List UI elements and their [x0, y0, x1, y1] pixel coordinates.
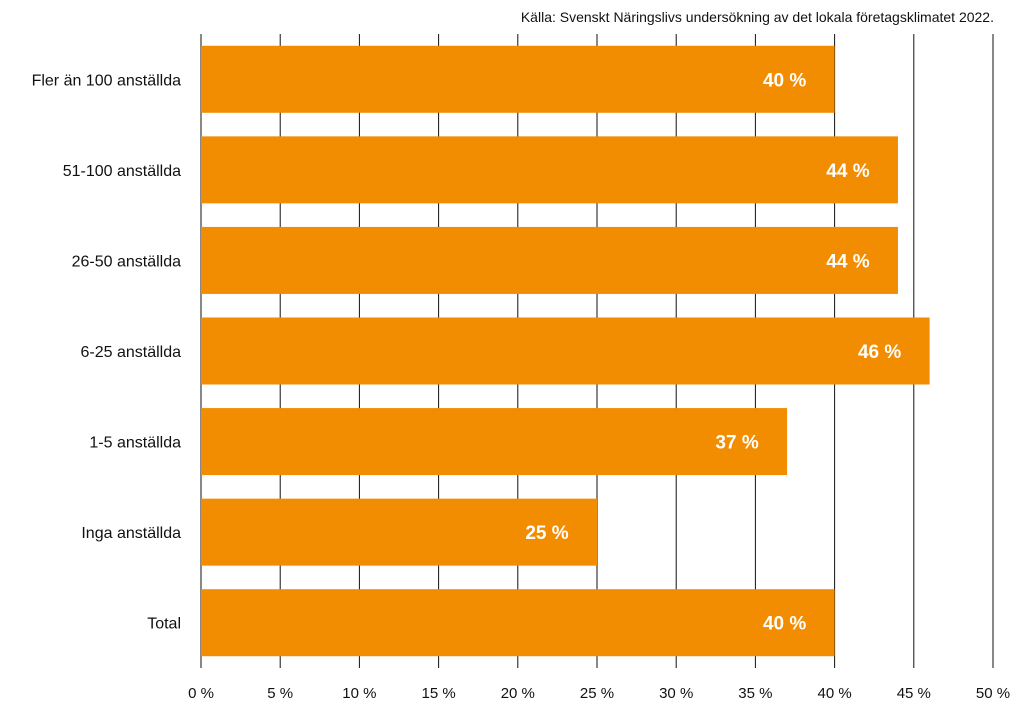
bar — [201, 317, 930, 385]
x-tick-label: 25 % — [580, 685, 614, 702]
source-note: Källa: Svenskt Näringslivs undersökning … — [520, 9, 994, 25]
category-label: Total — [147, 616, 181, 633]
data-label: 44 % — [826, 161, 869, 182]
category-label: Inga anställda — [81, 525, 181, 542]
bar — [201, 589, 835, 657]
data-label: 37 % — [715, 433, 758, 454]
data-label: 40 % — [763, 70, 806, 91]
data-label: 25 % — [525, 523, 568, 544]
x-tick-label: 10 % — [342, 685, 376, 702]
data-label: 40 % — [763, 614, 806, 635]
data-label: 46 % — [858, 342, 901, 363]
x-tick-label: 15 % — [421, 685, 455, 702]
x-tick-label: 35 % — [738, 685, 772, 702]
category-label: Fler än 100 anställda — [32, 72, 182, 89]
data-label: 44 % — [826, 251, 869, 272]
x-tick-label: 40 % — [817, 685, 851, 702]
x-tick-label: 50 % — [976, 685, 1010, 702]
bar — [201, 498, 597, 566]
category-label: 51-100 anställda — [63, 163, 181, 180]
x-tick-label: 30 % — [659, 685, 693, 702]
bar — [201, 226, 898, 294]
category-label: 1-5 anställda — [89, 435, 181, 452]
x-tick-label: 5 % — [267, 685, 293, 702]
bar — [201, 136, 898, 204]
category-label: 26-50 anställda — [72, 253, 182, 270]
x-tick-label: 45 % — [897, 685, 931, 702]
x-tick-label: 20 % — [501, 685, 535, 702]
bar — [201, 45, 835, 113]
category-label: 6-25 anställda — [80, 344, 181, 361]
bar — [201, 408, 788, 476]
x-tick-label: 0 % — [188, 685, 214, 702]
